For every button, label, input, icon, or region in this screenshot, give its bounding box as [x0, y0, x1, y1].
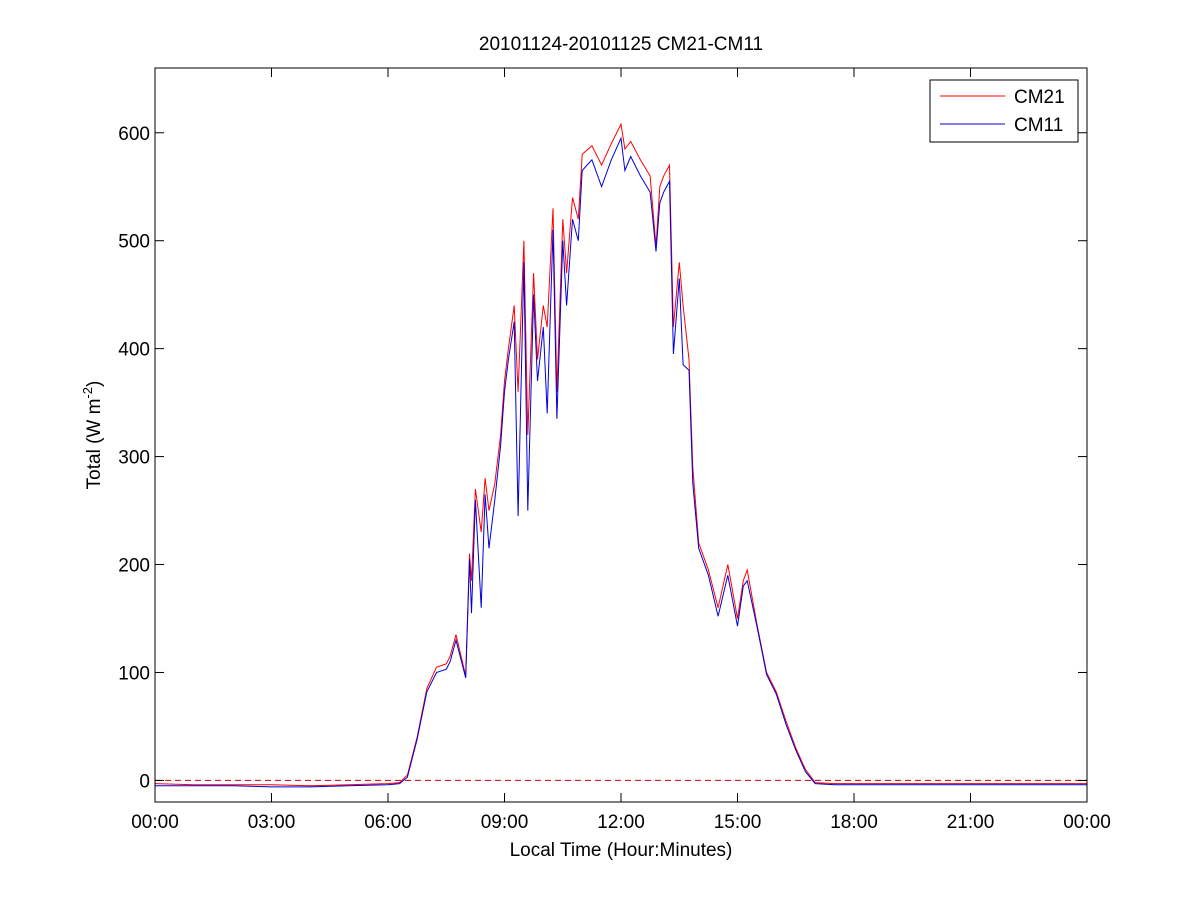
x-tick-label: 21:00 [947, 812, 995, 833]
x-tick-label: 18:00 [830, 812, 878, 833]
series-line-cm11 [155, 136, 1087, 788]
y-axis-label: Total (W m-2) [80, 381, 105, 490]
y-ticks: 0 100 200 300 400 500 600 [118, 124, 1087, 792]
x-tick-label: 00:00 [131, 812, 179, 833]
x-axis-label: Local Time (Hour:Minutes) [510, 840, 733, 861]
legend: CM21 CM11 [929, 79, 1079, 143]
series-layer [154, 122, 1087, 788]
y-tick-label: 200 [118, 556, 150, 577]
x-ticks: 00:00 03:00 06:00 09:00 12:00 15:00 18:00 21:00… [131, 68, 1111, 833]
chart-title: 20101124-20101125 CM21-CM11 [479, 34, 763, 55]
legend-box [929, 79, 1079, 143]
y-tick-label: 0 [139, 771, 150, 792]
y-tick-label: 600 [118, 124, 150, 145]
legend-label-cm21: CM21 [1014, 87, 1065, 108]
y-tick-label: 400 [118, 340, 150, 361]
y-axis-label-prefix: Total (W m [84, 399, 105, 490]
y-tick-label: 300 [118, 448, 150, 469]
x-tick-label: 03:00 [248, 812, 296, 833]
legend-label-cm11: CM11 [1014, 115, 1063, 136]
x-tick-label: 09:00 [481, 812, 529, 833]
y-tick-label: 100 [118, 663, 150, 684]
y-axis-label-exponent: -2 [80, 387, 95, 399]
x-tick-label: 12:00 [597, 812, 645, 833]
x-tick-label: 00:00 [1063, 812, 1111, 833]
x-tick-label: 06:00 [364, 812, 412, 833]
y-tick-label: 500 [118, 232, 150, 253]
x-tick-label: 15:00 [714, 812, 762, 833]
y-axis-label-suffix: ) [84, 381, 105, 387]
